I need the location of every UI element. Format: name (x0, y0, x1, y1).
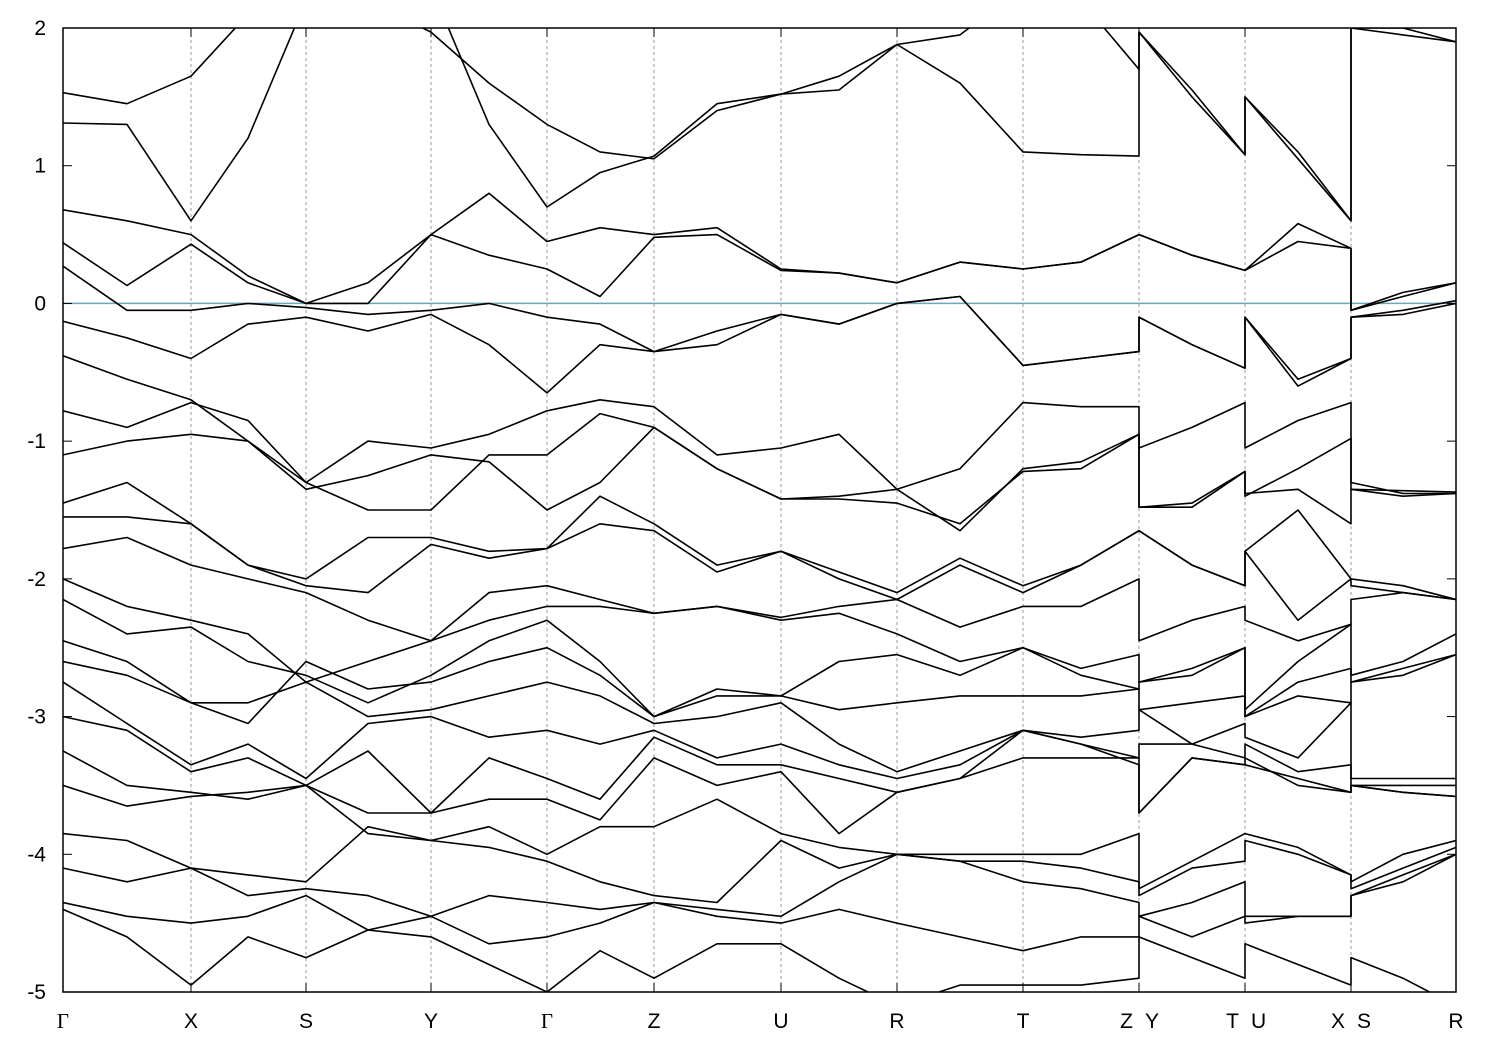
band-line (63, 908, 1432, 992)
band-line (63, 28, 1456, 222)
band-line (63, 192, 1456, 312)
x-tick-label: R (889, 1010, 904, 1033)
y-tick-label: -3 (27, 706, 46, 729)
band-line (63, 853, 1456, 952)
y-tick-label: 2 (34, 17, 46, 40)
y-tick-label: -2 (27, 568, 46, 591)
y-tick-label: -1 (27, 430, 46, 453)
band-line (63, 481, 1456, 601)
band-line (63, 681, 1456, 787)
x-tick-label: Γ (57, 1009, 69, 1033)
x-tick-label: T (1226, 1010, 1239, 1033)
band-line (63, 355, 1456, 493)
band-line (63, 233, 1456, 312)
x-tick-label: S (299, 1010, 313, 1033)
band-line (63, 660, 1456, 780)
y-tick-label: -5 (27, 981, 46, 1004)
x-tick-label: Γ (541, 1009, 553, 1033)
band-line (63, 598, 1456, 718)
band-line (63, 640, 1456, 725)
x-tick-label: Z (1120, 1010, 1133, 1033)
band-line (63, 729, 1456, 835)
x-tick-label: S (1357, 1010, 1371, 1033)
band-line (63, 536, 1456, 642)
x-tick-label: R (1448, 1010, 1463, 1033)
band-line (63, 825, 1456, 904)
band-line (63, 426, 1456, 525)
band-line (63, 265, 1456, 380)
x-tick-label: Z (648, 1010, 661, 1033)
band-line (63, 853, 1456, 918)
bands (63, 28, 1456, 992)
x-tick-label: X (1331, 1010, 1345, 1033)
x-tick-label: U (773, 1010, 788, 1033)
x-tick-label: X (184, 1010, 198, 1033)
band-line (63, 295, 1456, 394)
grid (190, 28, 1352, 992)
x-tick-label: Y (1145, 1010, 1159, 1033)
y-tick-label: 0 (34, 292, 46, 315)
band-line (63, 516, 1456, 621)
x-tick-label: Y (424, 1010, 438, 1033)
x-tick-label: U (1251, 1010, 1266, 1033)
y-tick-label: 1 (34, 155, 46, 178)
band-line (63, 28, 1456, 222)
y-tick-label: -4 (27, 843, 46, 866)
band-line (63, 784, 1456, 890)
x-tick-label: T (1017, 1010, 1030, 1033)
band-line (63, 401, 1456, 532)
band-line (63, 578, 1456, 711)
plot-frame (62, 27, 1457, 993)
